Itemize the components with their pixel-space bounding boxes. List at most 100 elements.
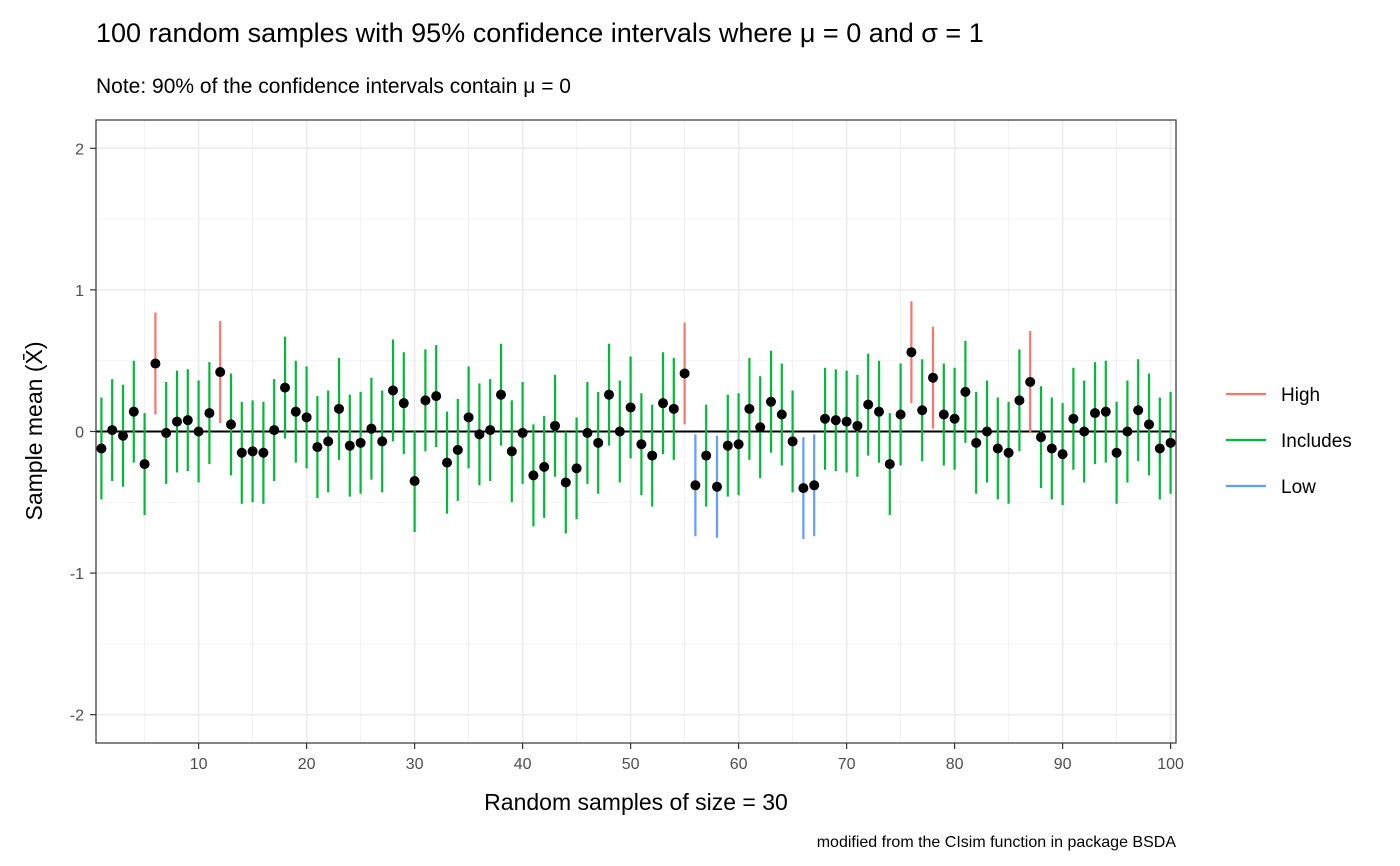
sample-mean-point-72 <box>863 399 874 410</box>
sample-mean-point-21 <box>312 442 323 453</box>
sample-mean-point-83 <box>982 426 992 437</box>
x-tick-label: 60 <box>730 756 748 773</box>
x-tick-label: 30 <box>406 756 424 773</box>
sample-mean-point-14 <box>236 447 247 458</box>
legend-label-high: High <box>1281 385 1320 406</box>
sample-mean-point-42 <box>539 461 550 472</box>
x-tick-label: 20 <box>298 756 316 773</box>
sample-mean-point-64 <box>776 409 787 420</box>
sample-mean-points <box>96 347 1176 494</box>
sample-mean-point-99 <box>1154 443 1165 454</box>
sample-mean-point-12 <box>215 367 226 378</box>
chart-subtitle: Note: 90% of the confidence intervals co… <box>96 75 571 98</box>
sample-mean-point-4 <box>128 406 139 417</box>
sample-mean-point-74 <box>884 459 895 470</box>
sample-mean-point-40 <box>517 427 528 438</box>
sample-mean-point-77 <box>917 405 928 416</box>
sample-mean-point-35 <box>463 412 474 423</box>
sample-mean-point-63 <box>766 396 776 407</box>
sample-mean-point-96 <box>1122 426 1133 437</box>
sample-mean-point-59 <box>722 440 733 451</box>
y-axis-ticks: -2 -1 0 1 2 <box>70 141 96 725</box>
sample-mean-point-6 <box>150 358 161 369</box>
y-tick-label: 2 <box>75 141 84 158</box>
y-tick-label: 1 <box>75 283 84 300</box>
sample-mean-point-15 <box>247 446 258 457</box>
sample-mean-point-54 <box>668 403 679 414</box>
sample-mean-point-65 <box>787 436 798 447</box>
sample-mean-point-87 <box>1025 376 1036 387</box>
y-tick-label: 0 <box>75 425 84 442</box>
sample-mean-point-5 <box>139 459 150 470</box>
y-tick-label: -1 <box>70 566 84 583</box>
sample-mean-point-10 <box>193 426 204 437</box>
sample-mean-point-94 <box>1100 406 1111 417</box>
sample-mean-point-75 <box>895 409 906 420</box>
sample-mean-point-57 <box>701 450 712 461</box>
x-axis-title: Random samples of size = 30 <box>484 789 788 815</box>
sample-mean-point-69 <box>830 415 841 426</box>
sample-mean-point-41 <box>528 470 539 481</box>
sample-mean-point-90 <box>1057 449 1068 460</box>
sample-mean-point-55 <box>679 368 690 379</box>
sample-mean-point-7 <box>161 427 172 438</box>
sample-mean-point-38 <box>496 389 506 400</box>
legend-label-low: Low <box>1281 477 1316 498</box>
x-tick-label: 70 <box>838 756 856 773</box>
x-tick-label: 10 <box>190 756 208 773</box>
sample-mean-point-13 <box>226 419 236 430</box>
sample-mean-point-73 <box>874 406 884 417</box>
sample-mean-point-50 <box>625 402 636 413</box>
x-tick-label: 90 <box>1054 756 1072 773</box>
sample-mean-point-82 <box>971 437 982 448</box>
sample-mean-point-20 <box>301 412 312 423</box>
sample-mean-point-98 <box>1144 419 1154 430</box>
sample-mean-point-100 <box>1165 437 1176 448</box>
sample-mean-point-68 <box>820 413 830 424</box>
sample-mean-point-3 <box>118 430 128 441</box>
sample-mean-point-47 <box>593 437 604 448</box>
legend-label-includes: Includes <box>1281 431 1352 452</box>
sample-mean-point-62 <box>755 422 766 433</box>
sample-mean-point-71 <box>852 420 863 431</box>
sample-mean-point-60 <box>733 439 744 450</box>
sample-mean-point-52 <box>647 450 658 461</box>
x-axis-ticks: 10 20 30 40 50 60 70 80 90 100 <box>190 743 1184 773</box>
sample-mean-point-2 <box>107 425 118 436</box>
sample-mean-point-97 <box>1133 405 1144 416</box>
sample-mean-point-95 <box>1111 447 1122 458</box>
sample-mean-point-81 <box>960 386 971 397</box>
legend: High Includes Low <box>1226 385 1352 498</box>
sample-mean-point-53 <box>658 398 668 409</box>
sample-mean-point-19 <box>290 406 301 417</box>
sample-mean-point-16 <box>258 447 269 458</box>
sample-mean-point-9 <box>182 415 193 426</box>
sample-mean-point-43 <box>550 420 560 431</box>
sample-mean-point-33 <box>442 457 452 468</box>
sample-mean-point-36 <box>474 429 485 440</box>
sample-mean-point-31 <box>420 395 431 406</box>
sample-mean-point-67 <box>809 480 820 491</box>
sample-mean-point-37 <box>485 425 496 436</box>
sample-mean-point-39 <box>506 446 517 457</box>
sample-mean-point-88 <box>1036 432 1046 443</box>
y-tick-label: -2 <box>70 708 84 725</box>
sample-mean-point-61 <box>744 403 755 414</box>
sample-mean-point-44 <box>560 477 571 488</box>
sample-mean-point-51 <box>636 439 647 450</box>
sample-mean-point-78 <box>928 372 938 383</box>
sample-mean-point-93 <box>1090 408 1100 419</box>
sample-mean-point-23 <box>334 403 344 414</box>
sample-mean-point-18 <box>280 382 290 393</box>
sample-mean-point-28 <box>388 385 398 396</box>
sample-mean-point-89 <box>1046 443 1057 454</box>
sample-mean-point-85 <box>1003 447 1014 458</box>
sample-mean-point-92 <box>1079 426 1090 437</box>
sample-mean-point-58 <box>712 481 722 492</box>
x-tick-label: 80 <box>946 756 964 773</box>
sample-mean-point-45 <box>571 463 582 474</box>
y-axis-title: Sample mean (X̄) <box>21 342 47 521</box>
sample-mean-point-66 <box>798 483 809 494</box>
sample-mean-point-86 <box>1014 395 1025 406</box>
